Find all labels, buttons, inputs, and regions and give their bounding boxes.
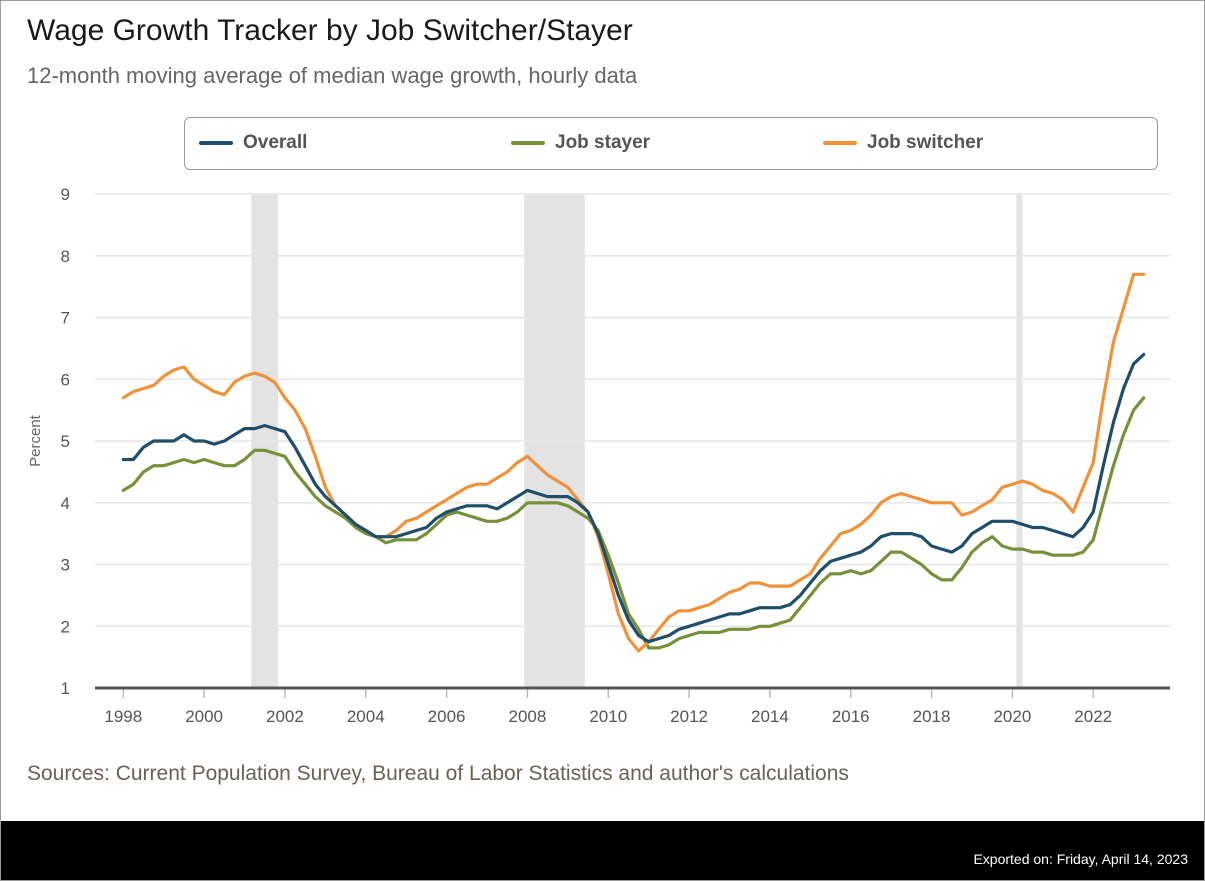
x-tick-label-2014: 2014	[751, 707, 789, 726]
x-tick-label-2000: 2000	[185, 707, 223, 726]
y-axis-label: Percent	[27, 414, 44, 467]
x-tick-label-2016: 2016	[832, 707, 870, 726]
x-tick-label-2010: 2010	[589, 707, 627, 726]
y-tick-label-6: 6	[61, 370, 70, 389]
legend-swatch-job-switcher	[823, 141, 857, 145]
y-tick-label-8: 8	[61, 247, 70, 266]
chart-title: Wage Growth Tracker by Job Switcher/Stay…	[27, 14, 633, 47]
x-tick-label-2008: 2008	[509, 707, 547, 726]
series-line-job-switcher	[121, 272, 1146, 653]
y-tick-label-9: 9	[61, 185, 70, 204]
chart-legend: Overall Job stayer Job switcher	[184, 117, 1158, 170]
x-tick-label-2006: 2006	[428, 707, 466, 726]
y-tick-label-2: 2	[61, 617, 70, 636]
legend-label-overall: Overall	[243, 132, 308, 153]
y-tick-label-7: 7	[61, 309, 70, 328]
legend-swatch-overall	[199, 141, 233, 145]
y-tick-label-3: 3	[61, 556, 70, 575]
y-tick-label-1: 1	[61, 679, 70, 698]
x-tick-label-1998: 1998	[104, 707, 142, 726]
legend-swatch-job-stayer	[511, 141, 545, 145]
x-tick-label-2022: 2022	[1074, 707, 1112, 726]
x-tick-label-2012: 2012	[670, 707, 708, 726]
x-tick-label-2002: 2002	[266, 707, 304, 726]
x-tick-label-2004: 2004	[347, 707, 385, 726]
legend-label-job-switcher: Job switcher	[867, 132, 984, 153]
legend-item-job-switcher[interactable]: Job switcher	[823, 132, 983, 154]
y-tick-label-4: 4	[61, 494, 70, 513]
footer-bar: Exported on: Friday, April 14, 2023	[1, 821, 1204, 880]
series-line-overall	[121, 352, 1146, 644]
legend-item-job-stayer[interactable]: Job stayer	[511, 132, 650, 154]
export-timestamp: Exported on: Friday, April 14, 2023	[973, 851, 1188, 867]
legend-label-job-stayer: Job stayer	[555, 132, 651, 153]
y-tick-label-5: 5	[61, 432, 70, 451]
source-note: Sources: Current Population Survey, Bure…	[27, 762, 849, 785]
x-tick-label-2020: 2020	[993, 707, 1031, 726]
series-line-job-stayer	[121, 396, 1146, 650]
x-tick-label-2018: 2018	[913, 707, 951, 726]
legend-item-overall[interactable]: Overall	[199, 132, 307, 154]
chart-subtitle: 12-month moving average of median wage g…	[27, 63, 638, 88]
